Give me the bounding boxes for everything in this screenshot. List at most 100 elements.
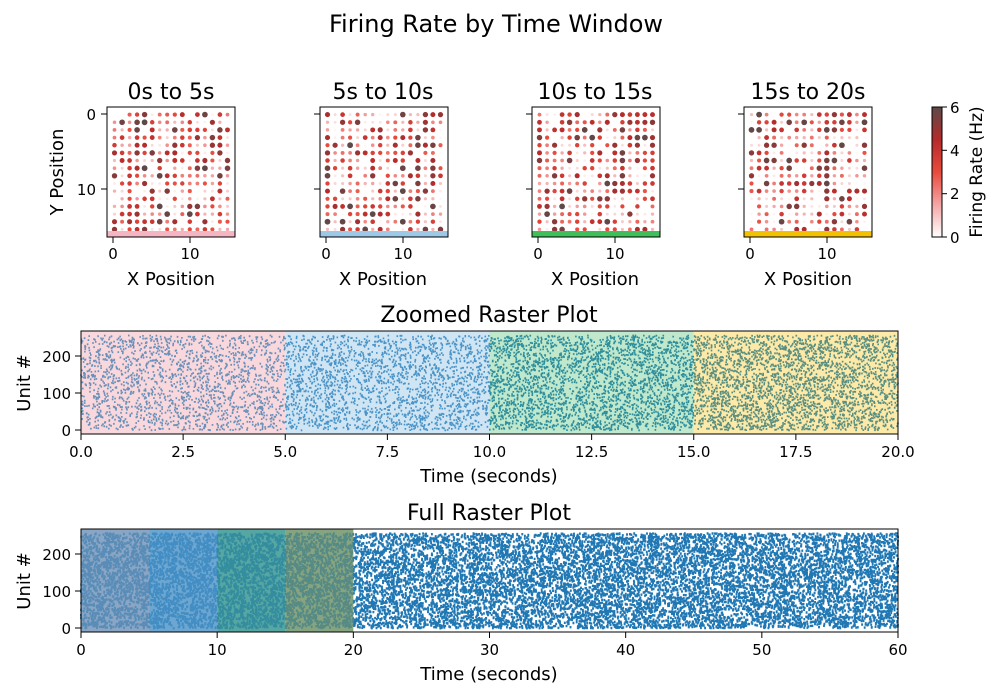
- x-tick-label: 20.0: [881, 443, 914, 461]
- heatmap-dot: [202, 127, 208, 133]
- heatmap-dot: [408, 227, 413, 232]
- heatmap-dot: [180, 166, 184, 170]
- heatmap-dot: [188, 159, 192, 162]
- heatmap-dot: [416, 128, 420, 132]
- heatmap-dot: [553, 197, 556, 201]
- heatmap-dot: [545, 143, 549, 148]
- heatmap-dot: [362, 211, 368, 217]
- heatmap-dot: [846, 196, 852, 202]
- heatmap-dot: [217, 219, 222, 224]
- heatmap-dot: [597, 158, 602, 163]
- heatmap-dot: [764, 173, 769, 178]
- y-tick-label: 200: [42, 546, 71, 564]
- heatmap-dot: [422, 142, 428, 148]
- heatmap-dot: [431, 120, 435, 125]
- heatmap-dot: [371, 197, 375, 201]
- heatmap-dot: [348, 220, 352, 224]
- heatmap-dot: [598, 189, 602, 193]
- heatmap-dot: [846, 112, 852, 118]
- heatmap-dot: [545, 128, 549, 132]
- heatmap-dot: [582, 189, 587, 193]
- heatmap-dot: [574, 196, 580, 202]
- heatmap-dot: [823, 180, 830, 187]
- heatmap-dot: [613, 204, 617, 208]
- heatmap-dot: [787, 189, 791, 193]
- heatmap-dot: [156, 172, 163, 179]
- heatmap-dot: [339, 218, 346, 225]
- heatmap-dot: [597, 173, 603, 179]
- heatmap-dot: [430, 150, 435, 155]
- heatmap-dot: [816, 112, 822, 117]
- heatmap-dot: [590, 150, 595, 156]
- heatmap-dot: [385, 196, 391, 202]
- heatmap-dot: [590, 128, 594, 132]
- heatmap-dot: [439, 128, 442, 132]
- heatmap-dot: [846, 188, 852, 194]
- heatmap-dot: [224, 157, 231, 164]
- heatmap-dot: [779, 173, 784, 178]
- heatmap-dot: [650, 181, 655, 186]
- heatmap-dot: [173, 189, 177, 193]
- heatmap-dot: [173, 204, 177, 208]
- heatmap-dot: [749, 166, 754, 171]
- heatmap-dot: [333, 128, 337, 132]
- heatmap-dot: [157, 212, 162, 216]
- heatmap-dot: [786, 119, 792, 126]
- heatmap-dot: [187, 150, 192, 156]
- heatmap-dot: [143, 159, 147, 162]
- heatmap-dot: [149, 219, 155, 225]
- heatmap-dot: [408, 112, 413, 117]
- heatmap-dot: [150, 182, 154, 185]
- heatmap-window-1: 0s to 5s 0 10 Y Position 0 10 X Position: [47, 80, 236, 290]
- heatmap-dot: [750, 143, 753, 147]
- heatmap-dot: [650, 219, 655, 224]
- heatmap-dot: [416, 120, 420, 124]
- heatmap-dot: [552, 188, 557, 194]
- heatmap-dot: [422, 127, 429, 133]
- heatmap-dot: [127, 127, 132, 132]
- heatmap-dot: [112, 158, 117, 163]
- heatmap-dot: [415, 219, 421, 224]
- heatmap-dot: [855, 219, 859, 224]
- heatmap-dot: [188, 197, 192, 201]
- heatmap-dot: [439, 204, 442, 208]
- heatmap-dot: [226, 136, 229, 140]
- heatmap-dot: [385, 150, 390, 155]
- heatmap-dot: [636, 166, 639, 170]
- heatmap-dot: [802, 151, 806, 155]
- heatmap-dot: [348, 197, 352, 201]
- heatmap-dot: [560, 143, 564, 147]
- heatmap-dot: [794, 127, 800, 133]
- heatmap-dot: [537, 166, 542, 171]
- heatmap-dot: [832, 120, 837, 125]
- heatmap-dot: [794, 226, 800, 232]
- heatmap-dot: [567, 135, 572, 140]
- window-color-bar: [532, 231, 660, 237]
- heatmap-dot: [810, 189, 814, 193]
- heatmap-dot: [628, 151, 632, 155]
- heatmap-dot: [363, 219, 368, 224]
- heatmap-dot: [225, 212, 230, 216]
- heatmap-dot: [749, 227, 754, 232]
- heatmap-dot: [840, 166, 844, 170]
- heatmap-dot: [643, 212, 647, 216]
- heatmap-dot: [210, 189, 214, 193]
- heatmap-dot: [210, 166, 215, 170]
- heatmap-dot: [604, 173, 610, 179]
- heatmap-dot: [332, 166, 338, 171]
- heatmap-dot: [598, 120, 602, 125]
- heatmap-dot: [348, 113, 352, 117]
- heatmap-dot: [568, 174, 572, 178]
- heatmap-dot: [567, 150, 572, 156]
- heatmap-dot: [635, 150, 640, 155]
- heatmap-dot: [604, 180, 611, 187]
- heatmap-dot: [643, 174, 647, 178]
- heatmap-dot: [156, 218, 163, 225]
- x-tick-label: 0: [321, 245, 331, 263]
- heatmap-dot: [817, 136, 821, 140]
- heatmap-dot: [794, 158, 799, 163]
- heatmap-dot: [794, 212, 799, 216]
- heatmap-dot: [649, 173, 656, 179]
- heatmap-dot: [620, 165, 625, 171]
- heatmap-dot: [377, 142, 383, 148]
